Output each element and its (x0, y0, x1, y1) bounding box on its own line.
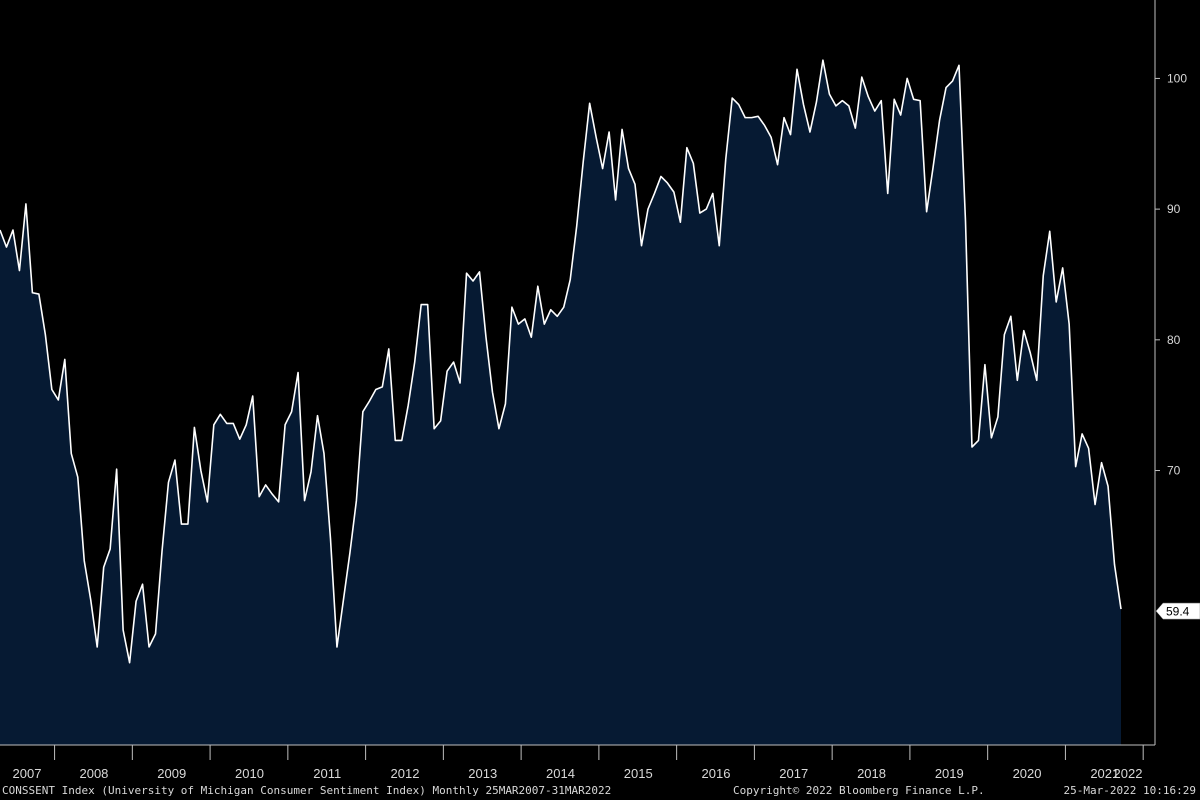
y-tick-label: 70 (1167, 464, 1181, 478)
y-tick-label: 80 (1167, 333, 1181, 347)
x-tick-label: 2012 (391, 766, 420, 781)
x-tick-label: 2016 (702, 766, 731, 781)
x-tick-label: 2020 (1013, 766, 1042, 781)
footer-copyright: Copyright© 2022 Bloomberg Finance L.P. (733, 784, 985, 797)
x-tick-label: 2008 (79, 766, 108, 781)
x-tick-label: 2011 (313, 766, 341, 781)
x-tick-label: 2018 (857, 766, 886, 781)
last-value-label: 59.4 (1166, 605, 1190, 619)
axes: 70 80 90 100 2007 2008 2009 2010 2011 2012 2013 201… (0, 0, 1200, 781)
x-tick-label: 2017 (779, 766, 808, 781)
x-tick-label: 2019 (935, 766, 964, 781)
series-area-fill (0, 60, 1121, 746)
x-tick-label: 2022 (1114, 766, 1143, 781)
y-tick-label: 90 (1167, 202, 1181, 216)
y-tick-label: 100 (1167, 71, 1187, 85)
plot-area (0, 59, 1122, 746)
x-tick-label: 2014 (546, 766, 575, 781)
last-value-badge (1155, 602, 1200, 620)
footer-timestamp: 25-Mar-2022 10:16:29 (1063, 784, 1196, 797)
footer-description: CONSSENT Index (University of Michigan C… (2, 784, 612, 797)
x-tick-label: 2010 (235, 766, 264, 781)
x-tick-label: 2015 (624, 766, 653, 781)
x-tick-label: 2009 (157, 766, 186, 781)
last-value-tag: 59.4 (1155, 602, 1200, 620)
x-tick-label: 2021 (1090, 766, 1119, 781)
x-tick-label: 2007 (13, 766, 42, 781)
series-line (0, 59, 1122, 664)
x-tick-label: 2013 (468, 766, 497, 781)
chart-footer: CONSSENT Index (University of Michigan C… (0, 782, 1200, 800)
